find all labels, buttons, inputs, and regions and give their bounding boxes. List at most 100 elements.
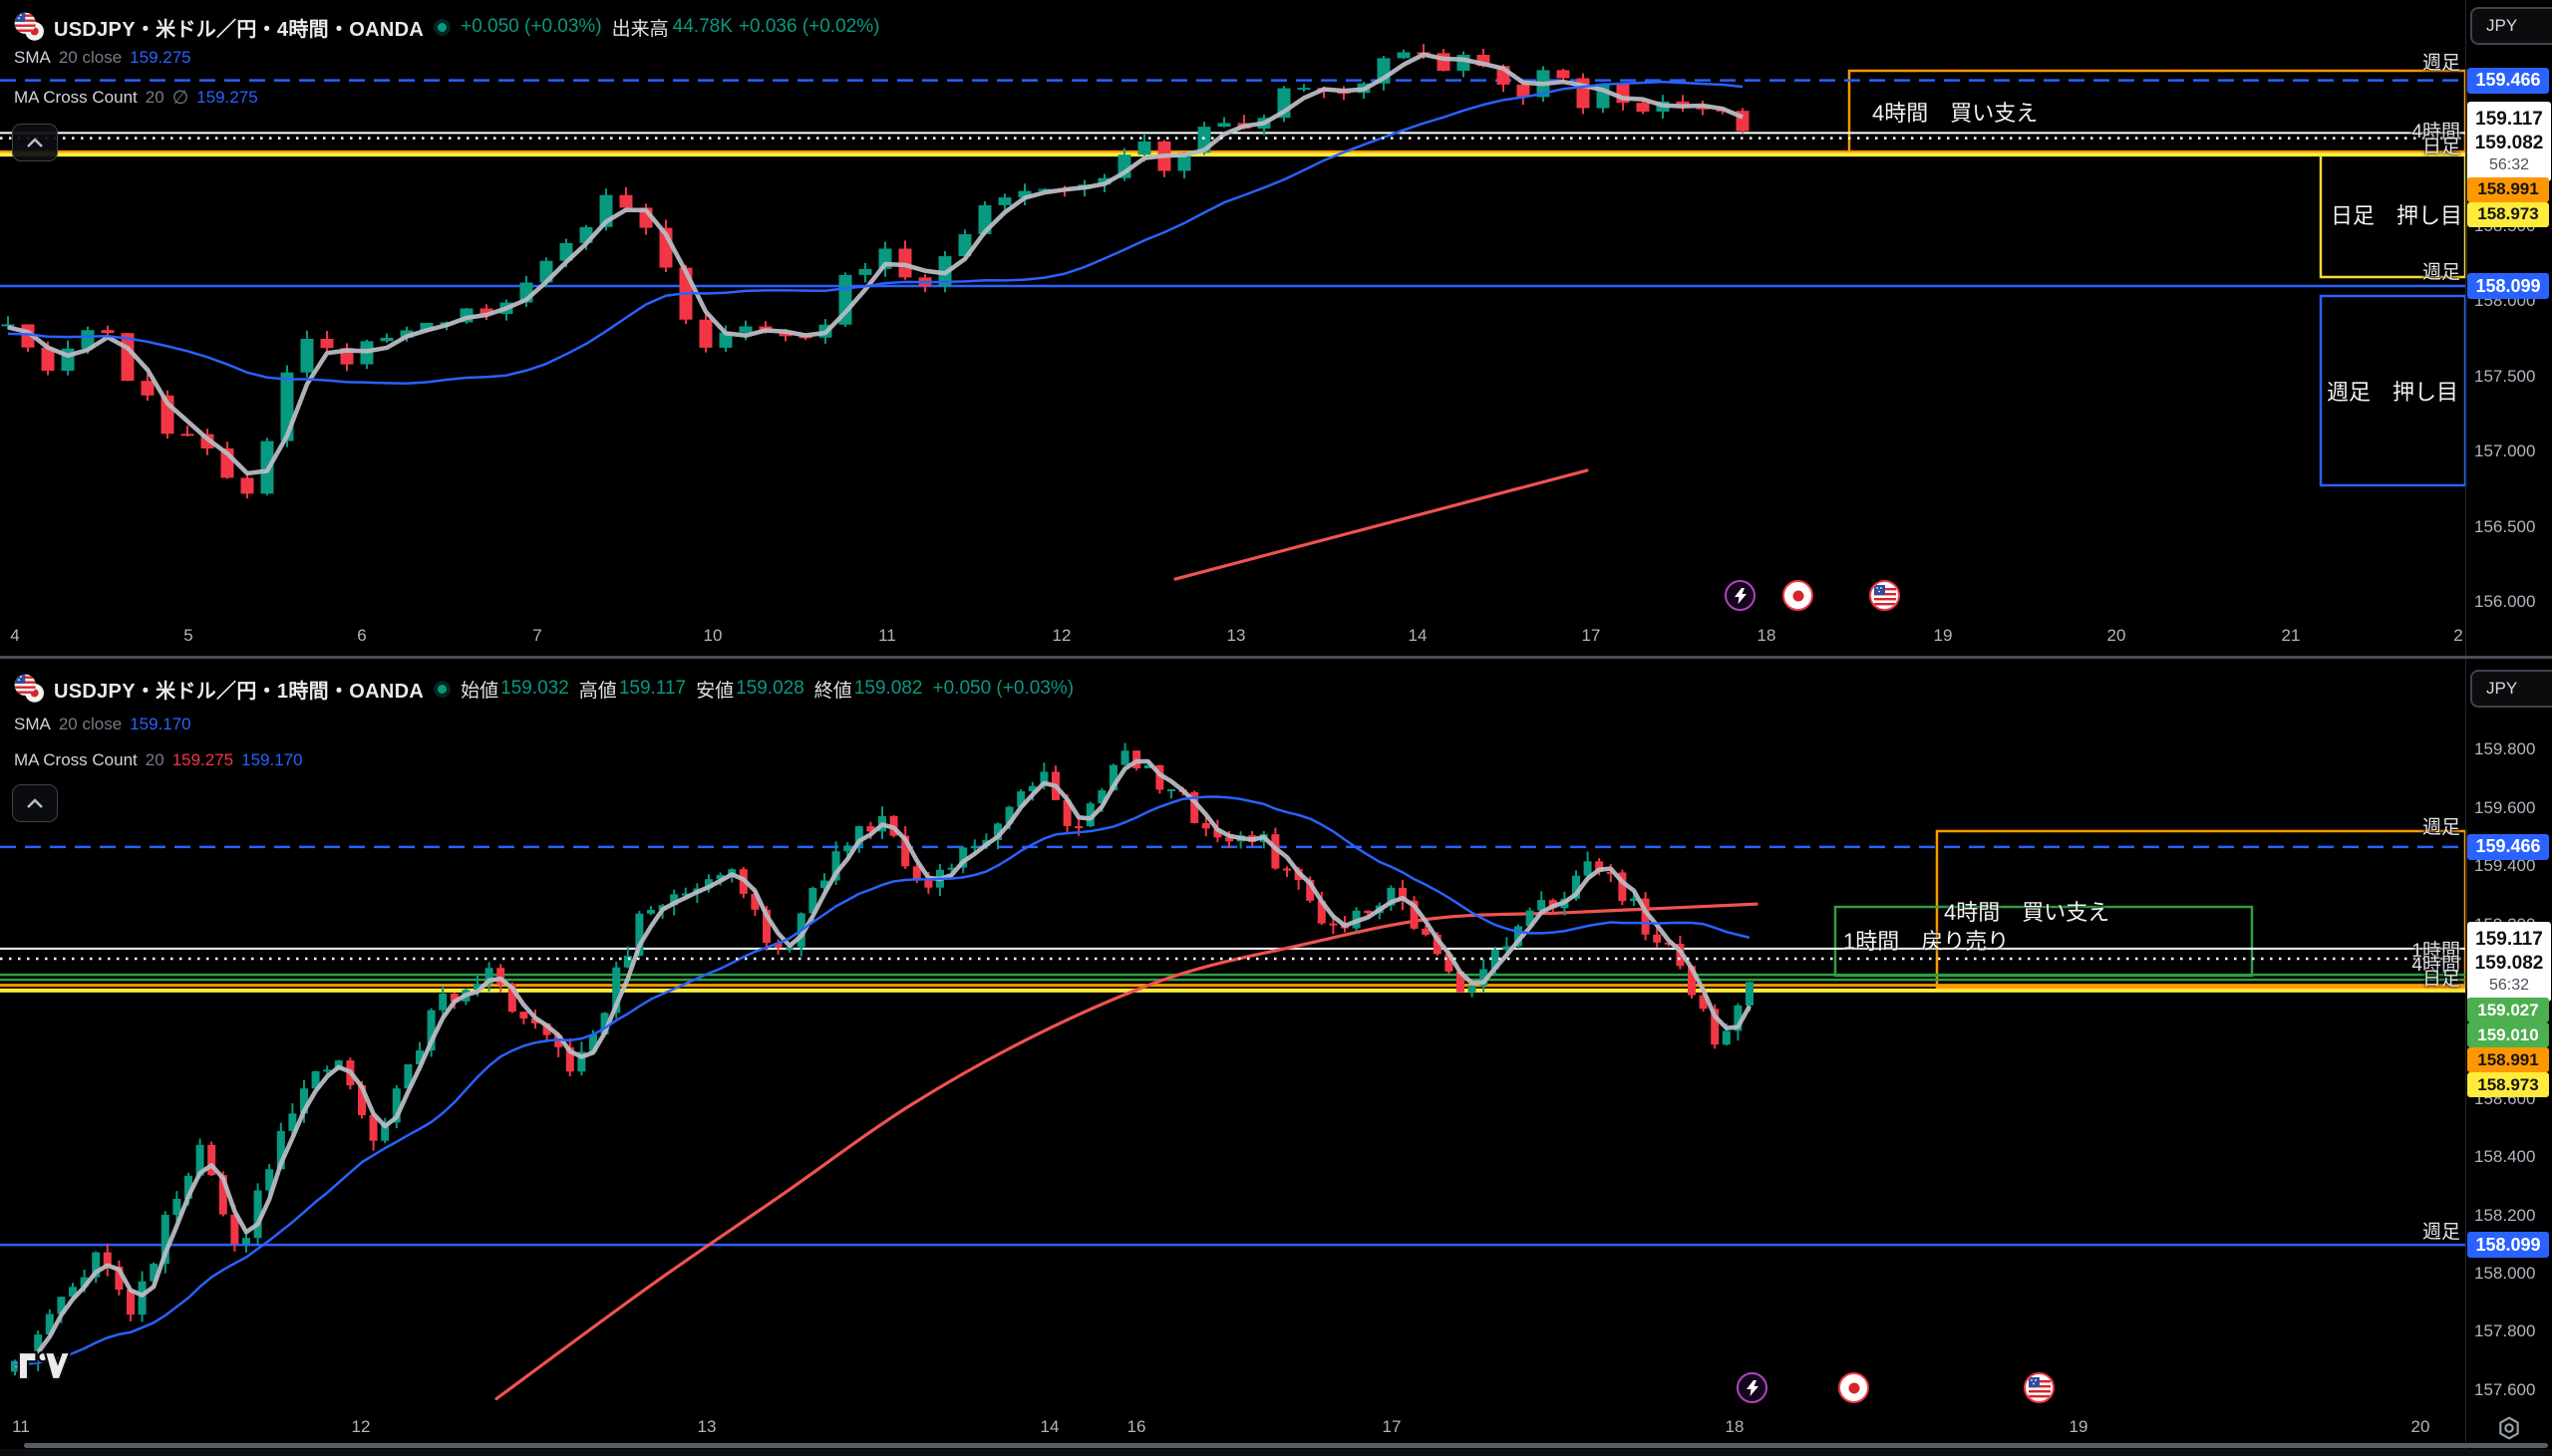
candle-body [519,1012,528,1019]
indicator-name[interactable]: MA Cross Count [14,88,138,107]
event-icon-flash[interactable] [1725,580,1755,611]
candle-body [380,337,394,342]
candle-body [439,993,448,1011]
candle-body [1676,101,1690,107]
candle-body [1556,70,1570,79]
candle-body [866,826,875,832]
candle-body [1502,946,1511,951]
chart-annotation[interactable]: 週足 押し目 [2327,380,2459,405]
candle-body [34,1334,43,1362]
candle-body [92,1252,101,1278]
horizontal-scrollbar[interactable] [24,1443,2548,1448]
candle-body [577,1051,586,1072]
indicator-name[interactable]: SMA [14,48,51,67]
candle-body [1516,84,1530,98]
currency-selector-bottom[interactable]: JPY [2470,670,2552,708]
candle-body [1005,806,1014,824]
candle-body [420,322,434,331]
candle-body [1,324,15,327]
candle-body [300,1088,308,1114]
blue-sma-line [14,795,1751,1366]
candle-body [276,1130,285,1170]
event-icon-jp[interactable] [1782,580,1813,611]
candle-body [1038,188,1052,191]
candle-body [1676,944,1685,967]
chevron-up-icon [27,798,43,808]
chart-annotation[interactable]: 1時間 戻り売り [1843,929,2010,954]
candle-body [786,947,795,950]
candle-body [1217,123,1231,128]
gray-ma-line [14,758,1752,1368]
candle-body [416,1050,424,1065]
candle-body [369,1115,378,1141]
candle-body [912,866,921,880]
chevron-up-icon [27,138,43,147]
candle-body [1283,868,1291,871]
event-icon-jp[interactable] [1838,1372,1869,1403]
event-icon-us[interactable] [2024,1372,2055,1403]
candle-body [1444,954,1453,972]
indicator-name[interactable]: MA Cross Count [14,750,138,769]
candle-body [820,880,828,889]
candle-body [1017,791,1026,807]
tradingview-logo [16,1343,72,1392]
candle-body [1688,966,1696,996]
candle-body [531,1018,539,1023]
candle-body [958,234,972,257]
candle-body [858,268,872,275]
candle-body [600,1013,609,1035]
currency-selector-top[interactable]: JPY [2470,7,2552,45]
candle-body [172,1198,181,1215]
candle-body [180,434,194,437]
symbol-title[interactable]: USDJPY・米ドル／円・1時間・OANDA [54,680,425,703]
candle-body [924,879,933,888]
candle-body [1387,887,1396,906]
chart-pane-top [0,44,2467,581]
candle-body [1467,986,1476,993]
candle-body [1225,837,1233,842]
candle-body [1120,750,1129,765]
price-scale-settings-button[interactable] [2496,1415,2522,1441]
candle-body [994,823,1002,841]
candle-body [1537,900,1546,911]
indicator-name[interactable]: SMA [14,715,51,733]
candle-body [1213,828,1222,838]
candle-body [1098,790,1107,804]
event-icon-flash[interactable] [1737,1372,1767,1403]
collapse-pane-button-top[interactable] [12,124,58,161]
chart-annotation[interactable]: 日足 押し目 [2331,203,2463,228]
candle-body [1143,764,1152,768]
candle-body [484,968,493,985]
candle-body [565,1046,574,1072]
candle-body [901,835,910,867]
chart-annotation[interactable]: 4時間 買い支え [1944,900,2110,925]
candle-body [253,1190,262,1239]
candle-body [1397,52,1411,59]
candle-body [1722,1030,1731,1045]
candle-body [623,956,632,968]
candle-body [230,1214,239,1245]
candle-body [1018,190,1032,198]
collapse-pane-button-bottom[interactable] [12,784,58,822]
candle-body [320,338,334,349]
candle-body [404,1064,413,1089]
candle-body [719,332,733,348]
candle-body [619,194,633,208]
candle-body [1364,910,1373,914]
pane-divider[interactable] [0,656,2552,659]
symbol-title[interactable]: USDJPY・米ドル／円・4時間・OANDA [54,18,425,41]
red-ma-line [494,902,1758,1401]
candle-body [705,879,713,889]
candle-body [311,1070,320,1089]
candle-body [1746,982,1754,1006]
chart-annotation[interactable]: 4時間 買い支え [1872,101,2039,126]
event-icon-us[interactable] [1869,580,1900,611]
chart-pane-bottom [0,742,2467,1401]
candle-body [1190,791,1199,823]
candle-body [728,869,737,875]
candle-body [1110,764,1117,791]
candle-body [831,851,840,881]
blue-sma-line [7,80,1744,385]
